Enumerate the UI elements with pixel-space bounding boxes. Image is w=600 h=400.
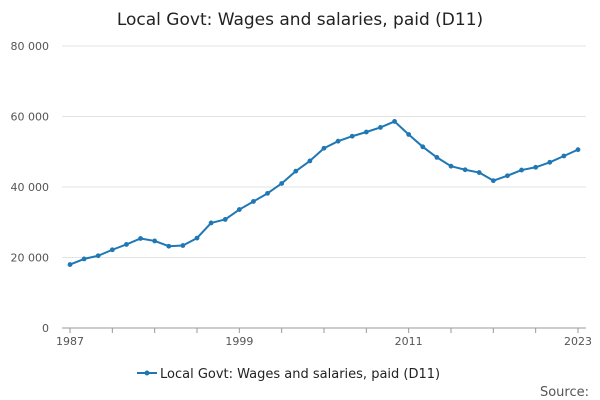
- data-point[interactable]: [505, 173, 510, 179]
- series-line: [69, 120, 579, 266]
- legend-label: Local Govt: Wages and salaries, paid (D1…: [160, 367, 440, 382]
- x-tick-label: 1999: [225, 335, 253, 348]
- data-point[interactable]: [180, 243, 186, 248]
- data-point[interactable]: [406, 132, 412, 137]
- data-point[interactable]: [335, 138, 341, 144]
- data-point[interactable]: [279, 181, 285, 186]
- data-point[interactable]: [81, 256, 87, 262]
- data-point[interactable]: [236, 207, 242, 212]
- data-point[interactable]: [490, 178, 496, 184]
- x-tick-label: 2023: [564, 335, 592, 348]
- data-point[interactable]: [152, 238, 158, 244]
- data-point[interactable]: [575, 147, 581, 153]
- data-point[interactable]: [349, 133, 355, 139]
- data-point[interactable]: [392, 119, 397, 124]
- data-point[interactable]: [378, 125, 383, 130]
- data-point[interactable]: [307, 158, 313, 164]
- y-tick-label: 0: [42, 322, 49, 335]
- data-point[interactable]: [462, 167, 468, 173]
- data-point[interactable]: [265, 190, 270, 196]
- data-point[interactable]: [67, 262, 73, 267]
- x-tick-label: 1987: [56, 335, 84, 348]
- data-point[interactable]: [420, 144, 426, 150]
- chart-title: Local Govt: Wages and salaries, paid (D1…: [117, 10, 483, 30]
- data-point[interactable]: [434, 154, 440, 160]
- data-point[interactable]: [363, 129, 369, 135]
- data-point[interactable]: [519, 167, 524, 173]
- data-point[interactable]: [124, 242, 129, 247]
- source-label: Source:: [540, 385, 589, 400]
- gridlines: [62, 45, 586, 258]
- data-point[interactable]: [95, 253, 101, 259]
- data-point[interactable]: [166, 243, 172, 249]
- data-point[interactable]: [109, 247, 115, 253]
- data-point[interactable]: [547, 159, 553, 165]
- data-point[interactable]: [561, 153, 567, 159]
- data-point[interactable]: [476, 170, 482, 175]
- x-tick-label: 2011: [395, 335, 423, 348]
- data-point[interactable]: [321, 145, 327, 151]
- y-tick-label: 60 000: [11, 111, 50, 124]
- data-point[interactable]: [448, 163, 454, 169]
- data-point[interactable]: [194, 235, 200, 241]
- data-point[interactable]: [533, 164, 539, 170]
- data-point[interactable]: [293, 168, 299, 174]
- series-layer: [67, 119, 581, 267]
- legend-marker-swatch: [144, 370, 150, 376]
- y-tick-label: 80 000: [11, 40, 50, 53]
- data-point[interactable]: [208, 220, 214, 226]
- data-point[interactable]: [138, 236, 143, 241]
- data-point[interactable]: [251, 199, 256, 204]
- data-point[interactable]: [222, 217, 228, 222]
- y-tick-label: 40 000: [11, 181, 50, 194]
- axes: 0 20 000 40 000 60 000 80 000 1987 1999 2011 202…: [11, 40, 593, 348]
- y-tick-label: 20 000: [11, 252, 50, 265]
- legend: Local Govt: Wages and salaries, paid (D1…: [137, 367, 440, 382]
